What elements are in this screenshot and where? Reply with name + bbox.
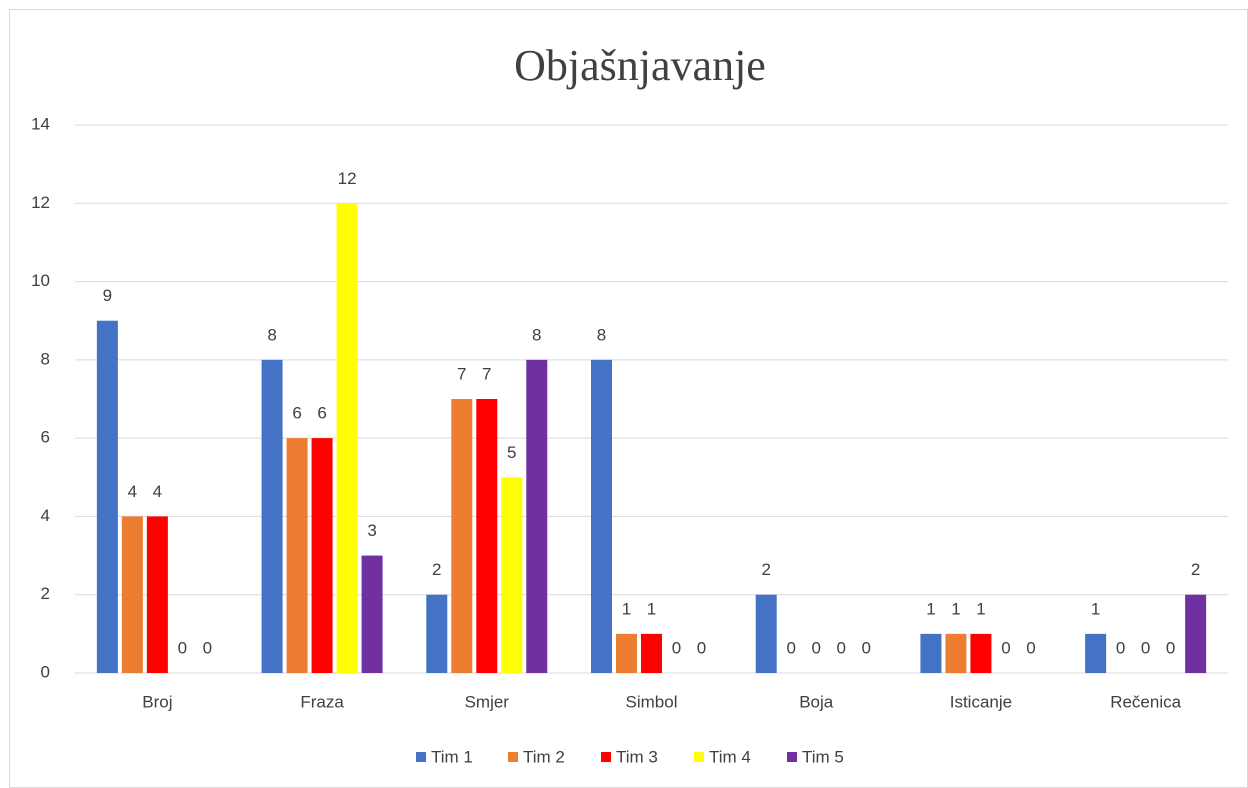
data-label: 0 xyxy=(1166,638,1175,657)
legend-swatch xyxy=(694,752,704,762)
data-label: 6 xyxy=(317,404,326,423)
bar xyxy=(755,594,777,673)
legend-label: Tim 4 xyxy=(709,747,751,766)
y-tick-label: 6 xyxy=(41,428,50,447)
data-label: 2 xyxy=(432,560,441,579)
data-label: 0 xyxy=(1001,638,1010,657)
data-label: 4 xyxy=(128,482,137,501)
bar xyxy=(361,555,383,673)
bar xyxy=(96,320,118,673)
data-label: 2 xyxy=(761,560,770,579)
x-tick-label: Rečenica xyxy=(1110,692,1181,711)
x-tick-label: Isticanje xyxy=(950,692,1012,711)
bar xyxy=(1185,594,1207,673)
data-label: 0 xyxy=(836,638,845,657)
y-tick-label: 8 xyxy=(41,349,50,368)
bar xyxy=(526,359,548,673)
bar xyxy=(920,633,942,673)
bar xyxy=(970,633,992,673)
data-label: 2 xyxy=(1191,560,1200,579)
bar xyxy=(146,516,168,673)
x-tick-label: Fraza xyxy=(300,692,344,711)
data-label: 8 xyxy=(532,325,541,344)
data-label: 1 xyxy=(622,599,631,618)
legend-label: Tim 3 xyxy=(616,747,658,766)
x-tick-label: Boja xyxy=(799,692,834,711)
data-label: 12 xyxy=(338,169,357,188)
bar xyxy=(311,438,333,673)
data-label: 1 xyxy=(951,599,960,618)
bar xyxy=(261,359,283,673)
data-label: 9 xyxy=(103,286,112,305)
data-label: 0 xyxy=(1141,638,1150,657)
data-label: 0 xyxy=(697,638,706,657)
bar xyxy=(121,516,143,673)
x-tick-label: Smjer xyxy=(465,692,510,711)
legend-swatch xyxy=(508,752,518,762)
data-label: 4 xyxy=(153,482,162,501)
bar xyxy=(336,203,358,674)
y-tick-label: 0 xyxy=(41,662,50,681)
data-label: 0 xyxy=(861,638,870,657)
data-label: 8 xyxy=(597,325,606,344)
data-label: 5 xyxy=(507,443,516,462)
bar xyxy=(945,633,967,673)
bar xyxy=(641,633,662,673)
legend-swatch xyxy=(601,752,611,762)
legend-swatch xyxy=(787,752,797,762)
bar xyxy=(1085,633,1107,673)
bar xyxy=(476,399,498,673)
bar xyxy=(426,594,448,673)
bar xyxy=(451,399,473,673)
data-label: 3 xyxy=(367,521,376,540)
y-tick-label: 10 xyxy=(31,271,50,290)
legend-label: Tim 5 xyxy=(802,747,844,766)
data-label: 0 xyxy=(203,638,212,657)
data-label: 8 xyxy=(267,325,276,344)
data-label: 0 xyxy=(1116,638,1125,657)
data-label: 0 xyxy=(672,638,681,657)
data-label: 1 xyxy=(976,599,985,618)
data-label: 0 xyxy=(786,638,795,657)
data-label: 6 xyxy=(292,404,301,423)
data-label: 1 xyxy=(647,599,656,618)
bar xyxy=(286,438,308,673)
data-label: 7 xyxy=(457,364,466,383)
legend-swatch xyxy=(416,752,426,762)
x-tick-label: Simbol xyxy=(626,692,678,711)
bar xyxy=(616,633,637,673)
data-label: 1 xyxy=(1091,599,1100,618)
data-label: 7 xyxy=(482,364,491,383)
y-tick-label: 4 xyxy=(41,506,50,525)
y-tick-label: 2 xyxy=(41,584,50,603)
data-label: 0 xyxy=(178,638,187,657)
bar xyxy=(501,477,523,673)
bar xyxy=(591,359,612,673)
data-label: 0 xyxy=(1026,638,1035,657)
y-tick-label: 14 xyxy=(31,114,50,133)
legend-label: Tim 2 xyxy=(523,747,565,766)
chart-title: Objašnjavanje xyxy=(514,41,766,90)
data-label: 0 xyxy=(811,638,820,657)
data-label: 1 xyxy=(926,599,935,618)
x-tick-label: Broj xyxy=(142,692,172,711)
legend-label: Tim 1 xyxy=(431,747,473,766)
y-tick-label: 12 xyxy=(31,193,50,212)
